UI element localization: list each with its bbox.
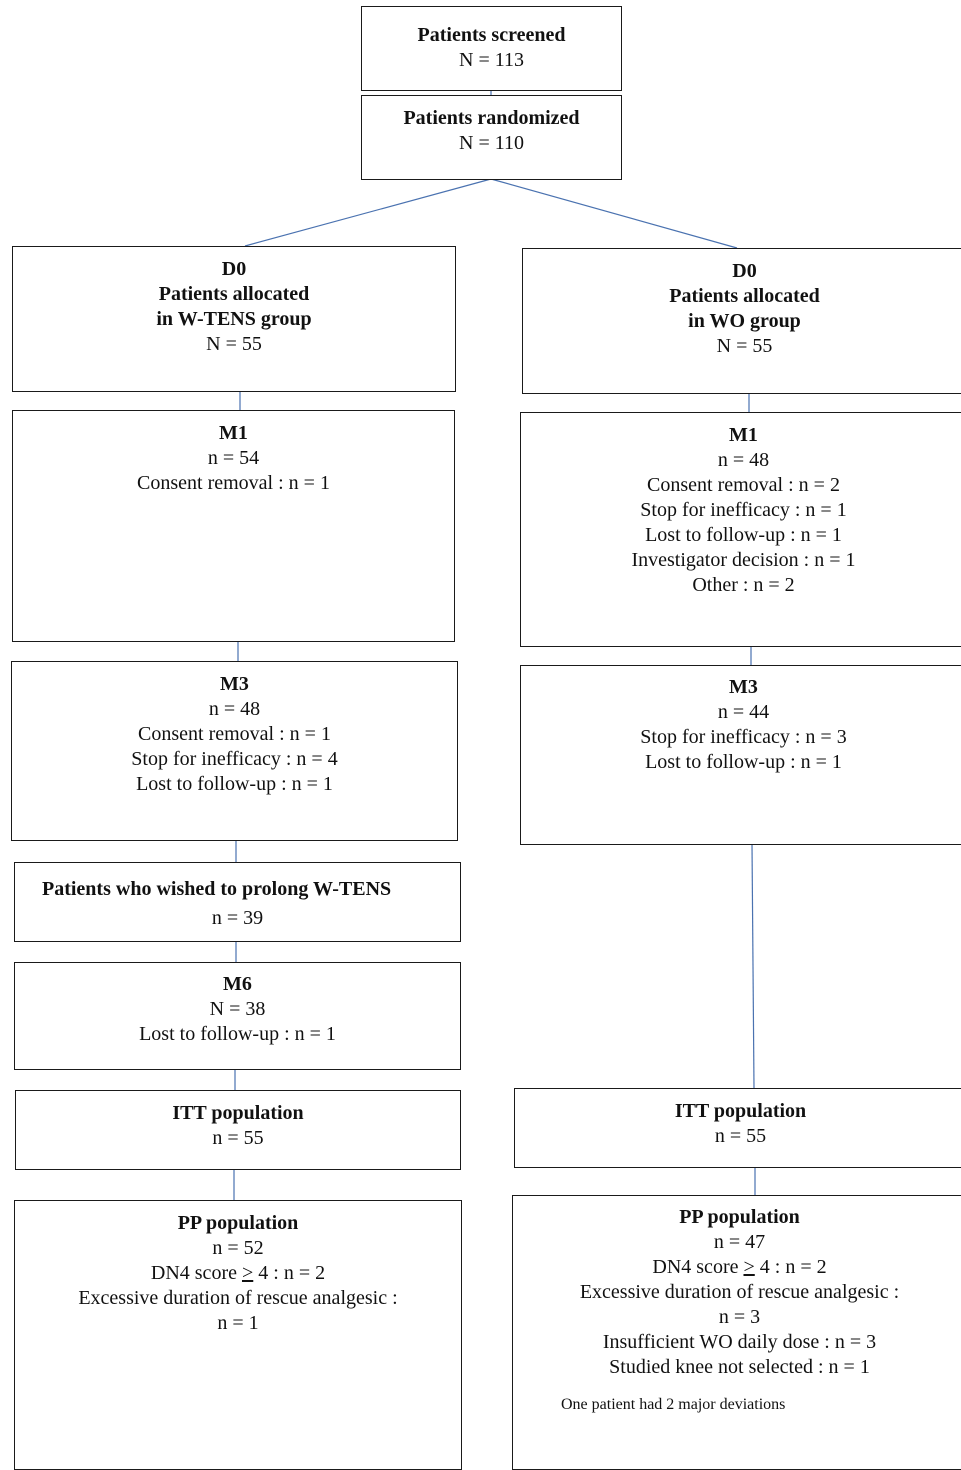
left-m3-line: Consent removal : n = 1 [138, 723, 331, 745]
right-m3-line: Lost to follow-up : n = 1 [645, 751, 842, 773]
right-m1-label: M1 [729, 424, 758, 446]
right-d0-box: D0 Patients allocated in WO group N = 55 [522, 248, 961, 394]
left-d0-box: D0 Patients allocated in W-TENS group N … [12, 246, 456, 392]
right-pp-dn4-suffix: 4 : n = 2 [754, 1256, 827, 1278]
right-d0-label: D0 [732, 260, 757, 282]
left-m3-line: Lost to follow-up : n = 1 [136, 773, 333, 795]
left-pp-dn4-suffix: 4 : n = 2 [253, 1262, 326, 1284]
patients-randomized-title: Patients randomized [403, 107, 580, 129]
right-pp-line: Excessive duration of rescue analgesic : [579, 1281, 900, 1303]
right-pp-line: Studied knee not selected : n = 1 [609, 1356, 870, 1378]
left-pp-title: PP population [177, 1212, 299, 1234]
left-pp-dn4-prefix: DN4 score [150, 1262, 242, 1284]
right-m1-line: Other : n = 2 [692, 574, 795, 596]
left-pp-dn4-symbol: > [241, 1262, 254, 1284]
right-pp-dn4-line: DN4 score > 4 : n = 2 [513, 1255, 961, 1280]
left-itt-count: n = 55 [212, 1127, 264, 1149]
right-m1-line: Consent removal : n = 2 [647, 474, 840, 496]
right-m1-count: n = 48 [717, 449, 770, 471]
right-itt-count: n = 55 [714, 1125, 767, 1147]
right-pp-count: n = 47 [713, 1231, 766, 1253]
left-m3-count: n = 48 [208, 698, 261, 720]
left-m1-line: Consent removal : n = 1 [137, 472, 330, 494]
patients-screened-count: N = 113 [459, 49, 524, 71]
left-d0-label: D0 [221, 258, 247, 280]
right-itt-title: ITT population [674, 1100, 807, 1122]
right-m3-label: M3 [729, 676, 758, 698]
right-pp-dn4-prefix: DN4 score [652, 1256, 744, 1278]
right-itt-box: ITT population n = 55 [514, 1088, 961, 1168]
right-m1-line: Stop for inefficacy : n = 1 [640, 499, 847, 521]
right-pp-line: n = 3 [718, 1306, 761, 1328]
patients-randomized-box: Patients randomized N = 110 [361, 95, 622, 180]
right-d0-title-2: in WO group [688, 310, 801, 332]
right-pp-line: Insufficient WO daily dose : n = 3 [602, 1331, 877, 1353]
right-m3-count: n = 44 [717, 701, 770, 723]
left-m6-count: N = 38 [209, 998, 266, 1020]
left-pp-line: n = 1 [217, 1312, 259, 1334]
left-itt-title: ITT population [172, 1102, 304, 1124]
right-pp-dn4-symbol: > [743, 1256, 755, 1278]
right-pp-box: PP population n = 47 DN4 score > 4 : n =… [512, 1195, 961, 1470]
left-d0-title-1: Patients allocated [158, 283, 310, 305]
left-m1-label: M1 [219, 422, 248, 444]
connector-randomized-left [244, 178, 492, 247]
left-d0-title-2: in W-TENS group [156, 308, 312, 330]
left-itt-box: ITT population n = 55 [15, 1090, 461, 1170]
left-pp-line: Excessive duration of rescue analgesic : [78, 1287, 398, 1309]
right-m1-box: M1 n = 48 Consent removal : n = 2 Stop f… [520, 412, 961, 647]
left-prolong-title: Patients who wished to prolong W-TENS [42, 878, 392, 900]
left-m1-box: M1 n = 54 Consent removal : n = 1 [12, 410, 455, 642]
left-pp-count: n = 52 [212, 1237, 264, 1259]
patients-screened-title: Patients screened [417, 24, 566, 46]
right-pp-title: PP population [679, 1206, 800, 1228]
right-pp-note: One patient had 2 major deviations [561, 1396, 786, 1413]
connector-randomized-right [490, 178, 738, 249]
right-m1-line: Lost to follow-up : n = 1 [645, 524, 842, 546]
left-m3-label: M3 [220, 673, 249, 695]
right-m3-line: Stop for inefficacy : n = 3 [640, 726, 847, 748]
right-m3-box: M3 n = 44 Stop for inefficacy : n = 3 Lo… [520, 665, 961, 845]
patients-screened-box: Patients screened N = 113 [361, 6, 622, 91]
right-d0-count: N = 55 [716, 335, 773, 357]
left-m3-line: Stop for inefficacy : n = 4 [131, 748, 338, 770]
patients-randomized-count: N = 110 [459, 132, 524, 154]
left-pp-box: PP population n = 52 DN4 score > 4 : n =… [14, 1200, 462, 1470]
left-pp-dn4-line: DN4 score > 4 : n = 2 [15, 1261, 461, 1286]
left-m1-count: n = 54 [207, 447, 260, 469]
right-d0-title-1: Patients allocated [669, 285, 820, 307]
left-prolong-box: Patients who wished to prolong W-TENS n … [14, 862, 461, 942]
left-m6-box: M6 N = 38 Lost to follow-up : n = 1 [14, 962, 461, 1070]
right-m1-line: Investigator decision : n = 1 [631, 549, 856, 571]
left-m6-line: Lost to follow-up : n = 1 [139, 1023, 336, 1045]
left-prolong-count: n = 39 [211, 907, 264, 929]
connector-right-m3-itt [751, 843, 755, 1089]
left-d0-count: N = 55 [206, 333, 262, 355]
left-m6-label: M6 [223, 973, 252, 995]
left-m3-box: M3 n = 48 Consent removal : n = 1 Stop f… [11, 661, 458, 841]
